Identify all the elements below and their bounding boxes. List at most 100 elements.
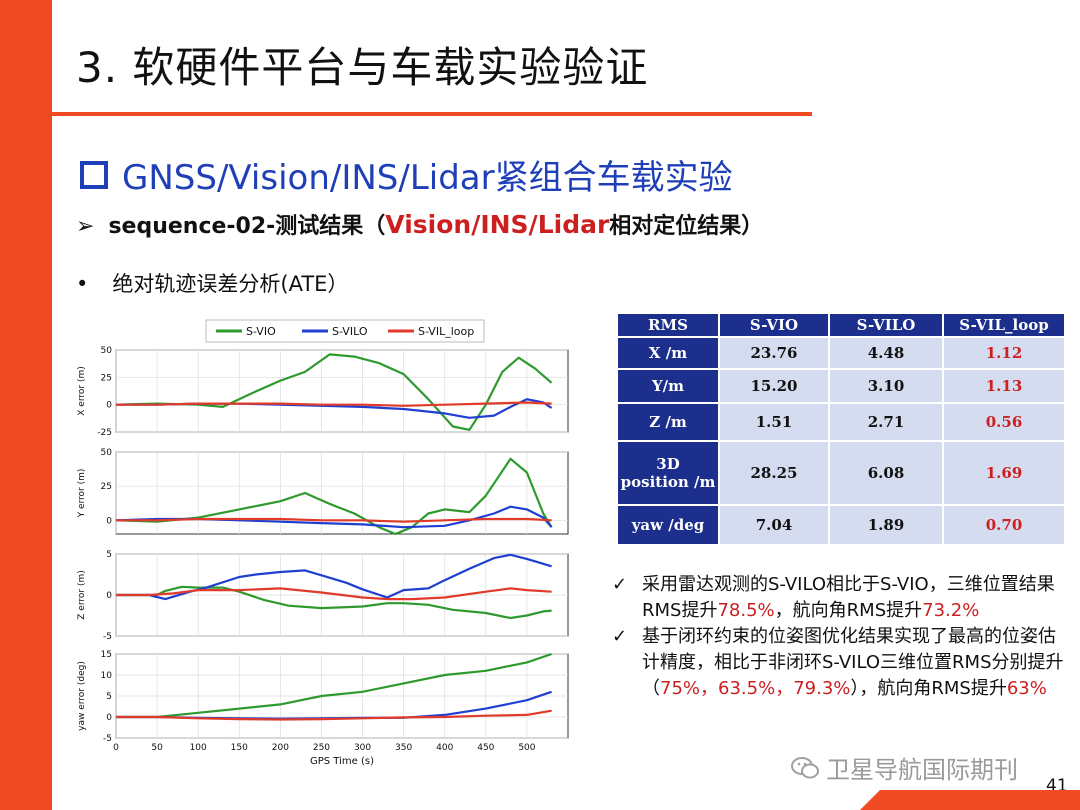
- note-highlight: 63%: [1006, 678, 1047, 699]
- legend-box: [205, 319, 485, 343]
- note-text: ，航向角RMS提升: [774, 600, 923, 621]
- y-tick-label: 50: [101, 346, 113, 356]
- x-tick-label: 300: [354, 743, 371, 753]
- sequence-subheading: ➢ sequence-02-测试结果（Vision/INS/Lidar相对定位结果…: [76, 208, 763, 240]
- y-tick-label: 0: [106, 401, 112, 411]
- y-tick-label: 5: [106, 550, 112, 560]
- y-tick-label: 50: [101, 448, 113, 458]
- chart-legend: S-VIO S-VILO S-VIL_loop: [205, 319, 485, 343]
- conclusion-notes: ✓ 采用雷达观测的S-VILO相比于S-VIO，三维位置结果RMS提升78.5%…: [612, 572, 1072, 702]
- x-tick-label: 0: [113, 743, 119, 753]
- row-label: X /m: [616, 336, 720, 370]
- x-tick-label: 350: [395, 743, 412, 753]
- subheading-highlight: Vision/INS/Lidar: [385, 210, 610, 239]
- table-cell: 3.10: [828, 368, 944, 404]
- ate-text: 绝对轨迹误差分析(ATE）: [112, 272, 349, 296]
- accent-sidebar: [0, 0, 52, 810]
- table-cell: 23.76: [718, 336, 830, 370]
- section-heading: GNSS/Vision/INS/Lidar紧组合车载实验: [80, 150, 733, 199]
- table-cell: 1.12: [942, 336, 1066, 370]
- y-axis-label: X error (m): [77, 366, 87, 415]
- y-tick-label: 10: [101, 671, 113, 681]
- note-highlight: 78.5%: [717, 600, 775, 621]
- x-axis-label: GPS Time (s): [310, 756, 374, 767]
- x-tick-label: 50: [151, 743, 163, 753]
- series-line-s-vil-loop: [116, 401, 552, 407]
- x-tick-label: 250: [313, 743, 330, 753]
- y-axis-label: yaw error (deg): [77, 661, 87, 731]
- legend-label: S-VIO: [246, 325, 276, 338]
- table-cell: 15.20: [718, 368, 830, 404]
- note-item: ✓ 基于闭环约束的位姿图优化结果实现了最高的位姿估计精度，相比于非闭环S-VIL…: [612, 624, 1072, 702]
- x-tick-label: 400: [436, 743, 453, 753]
- table-header: RMS: [616, 312, 720, 338]
- table-row: 3D position /m 28.25 6.08 1.69: [616, 440, 1066, 506]
- x-tick-label: 450: [477, 743, 494, 753]
- table-cell: 1.51: [718, 402, 830, 442]
- y-tick-label: 0: [106, 713, 112, 723]
- rms-table: RMS S-VIO S-VILO S-VIL_loop X /m 23.76 4…: [616, 312, 1066, 546]
- series-line-s-vio: [115, 457, 553, 536]
- table-row: Y/m 15.20 3.10 1.13: [616, 368, 1066, 404]
- legend-label: S-VIL_loop: [418, 325, 474, 338]
- table-cell: 6.08: [828, 440, 944, 506]
- checkmark-icon: ✓: [612, 626, 628, 647]
- table-cell: 28.25: [718, 440, 830, 506]
- table-cell: 1.89: [828, 504, 944, 546]
- ate-bullet: • 绝对轨迹误差分析(ATE）: [76, 268, 348, 298]
- series-line-s-vio: [116, 652, 552, 719]
- table-cell: 1.13: [942, 368, 1066, 404]
- subheading-prefix: sequence-02-测试结果（: [108, 214, 386, 239]
- row-label: 3D position /m: [616, 440, 720, 506]
- watermark-text: 卫星导航国际期刊: [826, 756, 1018, 784]
- title-underline: [52, 112, 812, 116]
- section-heading-text: GNSS/Vision/INS/Lidar紧组合车载实验: [122, 158, 733, 198]
- checkmark-icon: ✓: [612, 574, 628, 595]
- table-cell: 1.69: [942, 440, 1066, 506]
- y-axis-label: Y error (m): [77, 469, 87, 519]
- table-header-row: RMS S-VIO S-VILO S-VIL_loop: [616, 312, 1066, 338]
- row-label: yaw /deg: [616, 504, 720, 546]
- plot-panel: [115, 349, 569, 433]
- table-row: X /m 23.76 4.48 1.12: [616, 336, 1066, 370]
- subheading-suffix: 相对定位结果）: [609, 214, 764, 239]
- row-label: Y/m: [616, 368, 720, 404]
- row-label-line: position /m: [620, 473, 716, 491]
- watermark-logo: 卫星导航国际期刊: [790, 750, 1018, 785]
- table-header: S-VIL_loop: [942, 312, 1066, 338]
- plot-panel: [115, 451, 569, 535]
- note-text: ），航向角RMS提升: [850, 678, 1007, 699]
- y-tick-label: -25: [97, 428, 112, 438]
- legend-label: S-VILO: [332, 325, 368, 338]
- series-line-s-vio: [115, 353, 553, 431]
- slide-title: 3. 软硬件平台与车载实验验证: [76, 43, 649, 92]
- row-label-line: 3D: [656, 455, 680, 473]
- x-tick-label: 200: [272, 743, 289, 753]
- table-cell: 7.04: [718, 504, 830, 546]
- note-highlight: 73.2%: [922, 600, 980, 621]
- dot-bullet-icon: •: [76, 272, 89, 296]
- table-cell: 2.71: [828, 402, 944, 442]
- y-tick-label: 5: [106, 692, 112, 702]
- y-tick-label: 0: [106, 591, 112, 601]
- table-header: S-VILO: [828, 312, 944, 338]
- table-row: Z /m 1.51 2.71 0.56: [616, 402, 1066, 442]
- y-tick-label: -5: [103, 632, 112, 642]
- x-tick-label: 500: [518, 743, 535, 753]
- table-cell: 0.56: [942, 402, 1066, 442]
- note-highlight: 75%，63.5%，79.3%: [660, 678, 851, 699]
- y-tick-label: 15: [101, 650, 112, 660]
- table-cell: 4.48: [828, 336, 944, 370]
- table-row: yaw /deg 7.04 1.89 0.70: [616, 504, 1066, 546]
- series-line-s-vil-loop: [116, 587, 552, 601]
- square-bullet-icon: [80, 160, 108, 189]
- y-axis-label: Z error (m): [77, 570, 87, 619]
- table-header: S-VIO: [718, 312, 830, 338]
- note-item: ✓ 采用雷达观测的S-VILO相比于S-VIO，三维位置结果RMS提升78.5%…: [612, 572, 1072, 624]
- series-line-s-vil-loop: [116, 709, 552, 721]
- y-tick-label: 25: [101, 373, 112, 383]
- corner-decoration: [860, 790, 1080, 810]
- x-tick-label: 100: [190, 743, 207, 753]
- arrow-bullet-icon: ➢: [76, 214, 95, 239]
- x-tick-label: 150: [231, 743, 248, 753]
